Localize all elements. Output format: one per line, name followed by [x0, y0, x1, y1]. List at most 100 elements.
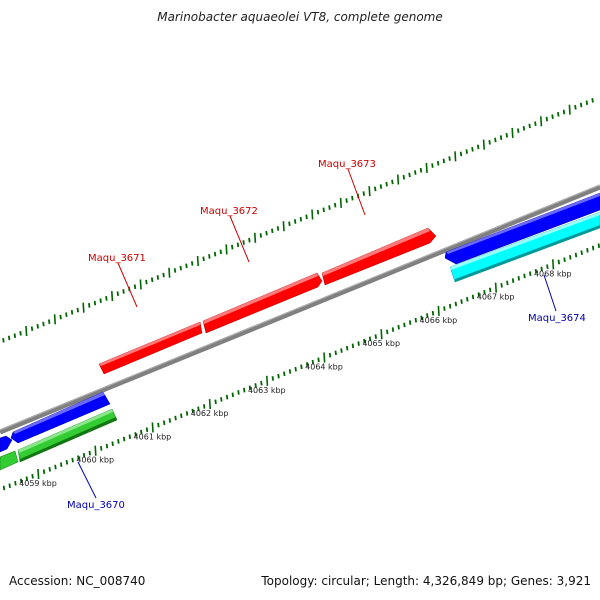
minor-tick [276, 226, 280, 231]
minor-tick [580, 250, 583, 255]
minor-tick [322, 207, 325, 213]
major-tick [266, 375, 269, 386]
minor-tick [283, 371, 286, 377]
minor-tick [402, 174, 406, 180]
gene-blue-middle[interactable] [10, 391, 111, 444]
minor-tick [242, 240, 245, 245]
minor-tick [116, 291, 120, 297]
minor-tick [414, 170, 417, 175]
minor-tick [42, 469, 46, 474]
minor-tick [225, 394, 229, 400]
gene-maqu-3674[interactable] [449, 211, 600, 283]
minor-tick [105, 296, 108, 301]
gene-maqu-3672[interactable] [202, 272, 323, 334]
minor-tick [248, 385, 252, 391]
minor-tick [128, 434, 132, 440]
gene-maqu-3673[interactable] [321, 227, 437, 286]
minor-tick [300, 364, 303, 370]
minor-tick [345, 198, 348, 203]
minor-tick [368, 336, 372, 342]
minor-tick [122, 289, 125, 294]
minor-tick [36, 324, 39, 329]
major-tick [139, 279, 142, 290]
minor-tick [391, 327, 395, 332]
map-title: Marinobacter aquaeolei VT8, complete gen… [157, 10, 443, 24]
minor-tick [333, 202, 337, 208]
minor-tick [213, 251, 217, 257]
tick-label-4059: 4059 kbp [19, 479, 57, 488]
minor-tick [173, 268, 177, 273]
tick-label-4061: 4061 kbp [134, 432, 172, 441]
minor-tick [545, 116, 549, 122]
minor-tick [448, 303, 452, 309]
minor-tick [271, 376, 275, 381]
minor-tick [133, 284, 137, 290]
minor-tick [585, 100, 589, 106]
minor-tick [88, 303, 91, 308]
minor-tick [265, 230, 268, 236]
minor-tick [25, 476, 29, 481]
minor-tick [551, 114, 554, 119]
major-tick [254, 232, 257, 243]
minor-tick [231, 392, 234, 398]
minor-tick [328, 352, 332, 358]
major-tick [511, 127, 514, 139]
minor-tick [345, 345, 349, 351]
minor-tick [254, 383, 257, 388]
minor-tick [259, 233, 263, 238]
major-tick [82, 302, 85, 313]
major-tick [25, 325, 28, 337]
minor-tick [419, 167, 423, 173]
tick-label-4065: 4065 kbp [362, 339, 400, 348]
minor-tick [179, 265, 182, 271]
minor-tick [8, 483, 11, 488]
minor-tick [248, 237, 251, 243]
minor-tick [288, 221, 291, 227]
minor-tick [162, 420, 166, 426]
major-tick [94, 445, 97, 456]
minor-tick [471, 146, 474, 152]
minor-tick [219, 249, 222, 255]
accession-text: Accession: NC_008740 [9, 574, 146, 588]
minor-tick [191, 408, 194, 414]
minor-tick [59, 462, 63, 468]
minor-tick [185, 263, 188, 269]
minor-tick [100, 446, 103, 451]
minor-tick [511, 278, 515, 283]
tick-label-4064: 4064 kbp [305, 363, 343, 372]
minor-tick [156, 275, 160, 280]
minor-tick [19, 331, 22, 336]
minor-tick [500, 282, 503, 288]
minor-tick [460, 299, 463, 304]
gene-maqu-3670[interactable] [17, 408, 118, 463]
minor-tick [340, 348, 343, 353]
label-maqu-3674: Maqu_3674 [528, 274, 586, 324]
gene-green-left[interactable] [0, 450, 19, 471]
minor-tick [140, 429, 143, 435]
tick-label-4067: 4067 kbp [477, 293, 515, 302]
minor-tick [471, 294, 475, 300]
label-maqu-3673: Maqu_3673 [318, 159, 376, 216]
minor-tick [557, 112, 560, 117]
minor-tick [236, 242, 240, 248]
minor-tick [294, 366, 297, 372]
minor-tick [105, 443, 109, 449]
minor-tick [465, 149, 468, 154]
minor-tick [363, 338, 366, 344]
minor-tick [431, 163, 434, 168]
minor-tick [134, 432, 137, 437]
minor-tick [174, 415, 177, 421]
major-tick [168, 267, 171, 278]
minor-tick [311, 359, 315, 365]
minor-tick [494, 137, 497, 143]
minor-tick [76, 307, 79, 313]
tick-label-4066: 4066 kbp [420, 316, 458, 325]
gene-blue-right[interactable] [444, 192, 600, 265]
minor-tick [534, 121, 537, 126]
tick-label-4068: 4068 kbp [534, 269, 572, 278]
gene-blue-left[interactable] [0, 435, 13, 453]
major-tick [437, 305, 440, 316]
gene-maqu-3671[interactable] [98, 321, 203, 375]
minor-tick [488, 287, 492, 293]
